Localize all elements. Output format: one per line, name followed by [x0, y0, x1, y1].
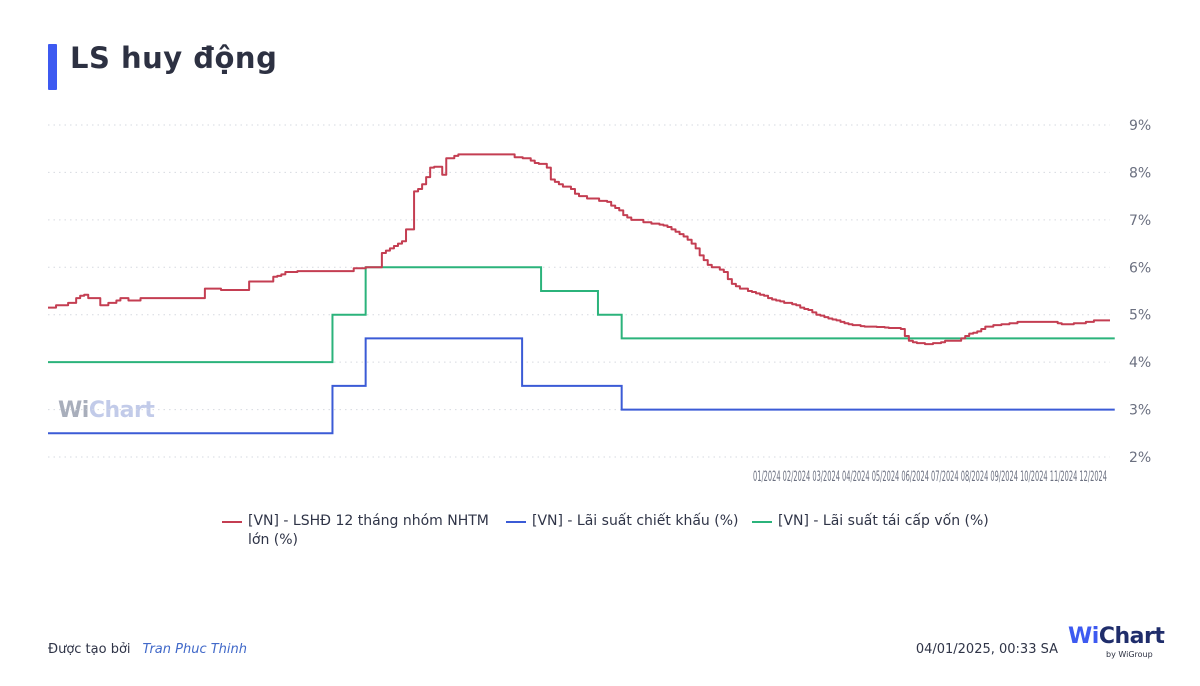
- legend-item-lshd[interactable]: [VN] - LSHĐ 12 tháng nhóm NHTM lớn (%): [222, 512, 507, 550]
- legend-item-tai-cap-von[interactable]: [VN] - Lãi suất tái cấp vốn (%): [752, 512, 989, 531]
- x-tick-labels: 01/2024 02/2024 03/2024 04/2024 05/2024 …: [753, 469, 1107, 485]
- page-title: LS huy động: [70, 41, 278, 75]
- logo-wordmark: WiChart: [1068, 624, 1165, 649]
- y-tick-label: 3%: [1129, 403, 1151, 419]
- y-tick-label: 4%: [1129, 355, 1151, 371]
- author-link[interactable]: Tran Phuc Thinh: [142, 642, 247, 657]
- legend-label-lshd: [VN] - LSHĐ 12 tháng nhóm NHTM lớn (%): [248, 513, 489, 548]
- y-tick-label: 6%: [1129, 260, 1151, 276]
- series-line-chiet-khau: [48, 337, 1115, 435]
- footer-timestamp: 04/01/2025, 00:33 SA: [915, 642, 1058, 657]
- legend-label-tai-cap-von: [VN] - Lãi suất tái cấp vốn (%): [778, 513, 989, 529]
- y-tick-label: 8%: [1129, 165, 1151, 181]
- footer-credit: Được tạo bởi Tran Phuc Thinh: [48, 642, 247, 657]
- y-tick-label: 7%: [1129, 213, 1151, 229]
- y-tick-label: 5%: [1129, 308, 1151, 324]
- legend-label-chiet-khau: [VN] - Lãi suất chiết khấu (%): [532, 513, 739, 529]
- y-tick-label: 9%: [1129, 118, 1151, 134]
- series-line-lshd: [48, 153, 1110, 346]
- series-line-tai-cap-von: [48, 266, 1115, 364]
- created-by-label: Được tạo bởi: [48, 642, 131, 657]
- wichart-logo[interactable]: WiChart by WiGroup: [1068, 624, 1165, 664]
- legend-swatch-tai-cap-von: [752, 521, 772, 523]
- legend-swatch-chiet-khau: [506, 521, 526, 523]
- title-accent-bar: [48, 44, 57, 90]
- line-chart: 9% 8% 7% 6% 5% 4% 3% 2% 01/2024 02/2024 03/2024 …: [48, 118, 1151, 485]
- legend-item-chiet-khau[interactable]: [VN] - Lãi suất chiết khấu (%): [506, 512, 738, 531]
- y-tick-label: 2%: [1129, 450, 1151, 466]
- watermark-logo: WiChart: [58, 398, 155, 423]
- logo-byline: by WiGroup: [1106, 650, 1153, 659]
- legend-swatch-lshd: [222, 521, 242, 523]
